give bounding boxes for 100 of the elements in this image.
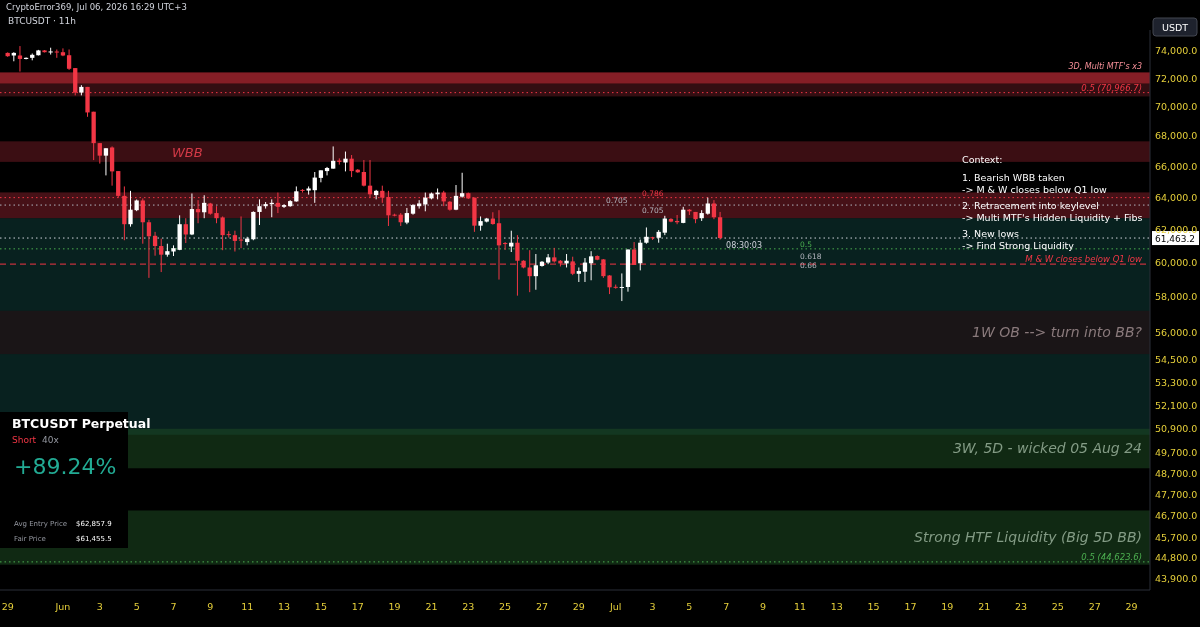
band-label: 3W, 5D - wicked 05 Aug 24 bbox=[952, 440, 1142, 457]
candlestick bbox=[54, 48, 59, 59]
candlestick bbox=[183, 217, 188, 244]
y-tick-label: 50,900.0 bbox=[1155, 423, 1198, 435]
ref-line-label: 0.5 (44,623.6) bbox=[1081, 551, 1142, 562]
annotation: WBB bbox=[172, 144, 203, 160]
candlestick bbox=[281, 203, 287, 209]
x-tick-label: 5 bbox=[133, 601, 140, 612]
x-tick-label: 25 bbox=[1051, 601, 1064, 612]
x-tick-label: 3 bbox=[96, 601, 103, 612]
annotation: -> M & W closes below Q1 low bbox=[962, 184, 1108, 195]
candlestick bbox=[460, 172, 465, 199]
candlestick bbox=[97, 142, 102, 165]
x-tick-label: 13 bbox=[278, 601, 291, 612]
candlestick bbox=[717, 211, 723, 241]
y-tick-label: 49,700.0 bbox=[1155, 447, 1198, 459]
candlestick bbox=[533, 253, 538, 291]
x-tick-label: 9 bbox=[760, 601, 767, 612]
candlestick bbox=[711, 199, 717, 220]
x-tick-label: 7 bbox=[723, 601, 730, 612]
x-tick-label: 19 bbox=[388, 601, 401, 612]
x-tick-label: 27 bbox=[1088, 601, 1101, 612]
candlestick bbox=[509, 230, 514, 253]
y-tick-label: 70,000.0 bbox=[1155, 101, 1198, 112]
candlestick bbox=[349, 154, 354, 178]
x-tick-label: 25 bbox=[499, 601, 512, 612]
candlestick bbox=[109, 145, 115, 187]
y-tick-label: 45,700.0 bbox=[1155, 532, 1198, 544]
x-tick-label: 11 bbox=[241, 601, 254, 612]
y-tick-label: 74,000.0 bbox=[1155, 44, 1198, 56]
x-tick-label: 27 bbox=[535, 601, 549, 612]
y-tick-label: 64,000.0 bbox=[1155, 191, 1198, 203]
candlestick bbox=[502, 241, 508, 251]
candlestick bbox=[453, 184, 459, 211]
y-tick-label: 43,900.0 bbox=[1155, 572, 1198, 584]
x-tick-label: 23 bbox=[1014, 601, 1028, 612]
candlestick bbox=[361, 159, 367, 187]
x-tick-label: 17 bbox=[904, 601, 917, 612]
annotation: 1. Bearish WBB taken bbox=[962, 172, 1065, 183]
x-tick-label: 17 bbox=[351, 601, 364, 612]
y-tick-label: 47,700.0 bbox=[1155, 488, 1198, 500]
candlestick bbox=[152, 231, 158, 257]
candlestick bbox=[140, 197, 145, 245]
chart-title: BTCUSDT · 11h bbox=[8, 16, 76, 26]
candlestick bbox=[582, 257, 588, 283]
x-tick-label: 23 bbox=[462, 601, 475, 612]
y-tick-label: 56,000.0 bbox=[1155, 326, 1198, 338]
annotation: BTCUSDT Perpetual bbox=[12, 416, 151, 431]
x-tick-label: 7 bbox=[170, 601, 177, 612]
y-tick-label: 46,700.0 bbox=[1155, 510, 1198, 522]
x-tick-label: 29 bbox=[1, 601, 14, 612]
y-tick-label: 44,800.0 bbox=[1155, 552, 1198, 564]
candlestick bbox=[588, 250, 594, 281]
x-tick-label: 15 bbox=[314, 601, 327, 612]
candlestick bbox=[324, 166, 330, 176]
annotation: 08:30:03 bbox=[726, 241, 763, 251]
annotation: 2. Retracement into keylevel bbox=[962, 200, 1099, 211]
x-tick-label: 3 bbox=[649, 601, 656, 612]
annotation: Context: bbox=[962, 154, 1003, 165]
y-tick-label: 72,000.0 bbox=[1155, 72, 1198, 84]
ref-line-label: 61,463.2 bbox=[1154, 233, 1196, 244]
annotation: -> Multi MTF's Hidden Liquidity + Fibs bbox=[962, 212, 1143, 223]
ref-line-label: 0.5 (70,966.7) bbox=[1081, 82, 1142, 93]
band-label: 3D, Multi MTF's x3 bbox=[1068, 62, 1142, 72]
x-tick-label: 21 bbox=[425, 601, 438, 612]
candlestick bbox=[238, 215, 244, 249]
band-label: Strong HTF Liquidity (Big 5D BB) bbox=[914, 529, 1142, 546]
y-tick-label: 60,000.0 bbox=[1155, 256, 1198, 268]
annotation: 3. New lows bbox=[962, 228, 1020, 239]
candlestick bbox=[662, 215, 667, 236]
candlestick bbox=[60, 47, 66, 57]
candlestick bbox=[300, 188, 305, 194]
text: CryptoError369, Jul 06, 2026 16:29 UTC+3 bbox=[6, 2, 187, 12]
annotation: -> Find Strong Liquidity bbox=[962, 240, 1075, 251]
candlestick bbox=[226, 230, 231, 239]
annotation: 40x bbox=[42, 435, 60, 445]
band-label: 1W OB --> turn into BB? bbox=[972, 324, 1143, 341]
candlestick bbox=[638, 239, 643, 271]
x-tick-label: Jun bbox=[54, 601, 71, 612]
x-tick-label: 5 bbox=[686, 601, 693, 612]
candlestick bbox=[257, 198, 262, 226]
candlestick bbox=[128, 190, 133, 228]
y-tick-label: 52,100.0 bbox=[1155, 399, 1198, 411]
x-tick-label: 9 bbox=[207, 601, 214, 612]
x-tick-label: 29 bbox=[1125, 601, 1138, 612]
candlestick bbox=[232, 230, 238, 253]
y-tick-label: 54,500.0 bbox=[1155, 354, 1198, 366]
x-tick-label: 11 bbox=[793, 601, 806, 612]
annotation: +89.24% bbox=[14, 454, 117, 479]
candlestick bbox=[331, 145, 336, 170]
y-tick-label: 48,700.0 bbox=[1155, 467, 1198, 479]
candlestick bbox=[619, 272, 624, 302]
annotation: Short bbox=[12, 435, 37, 445]
x-tick-label: 13 bbox=[830, 601, 843, 612]
x-tick-label: 21 bbox=[978, 601, 991, 612]
y-tick-label: 53,300.0 bbox=[1155, 376, 1198, 388]
candlestick bbox=[343, 151, 348, 172]
y-tick-label: 58,000.0 bbox=[1155, 291, 1198, 303]
candlestick bbox=[66, 48, 72, 71]
ref-line-label: M & W closes below Q1 low bbox=[1025, 254, 1143, 265]
